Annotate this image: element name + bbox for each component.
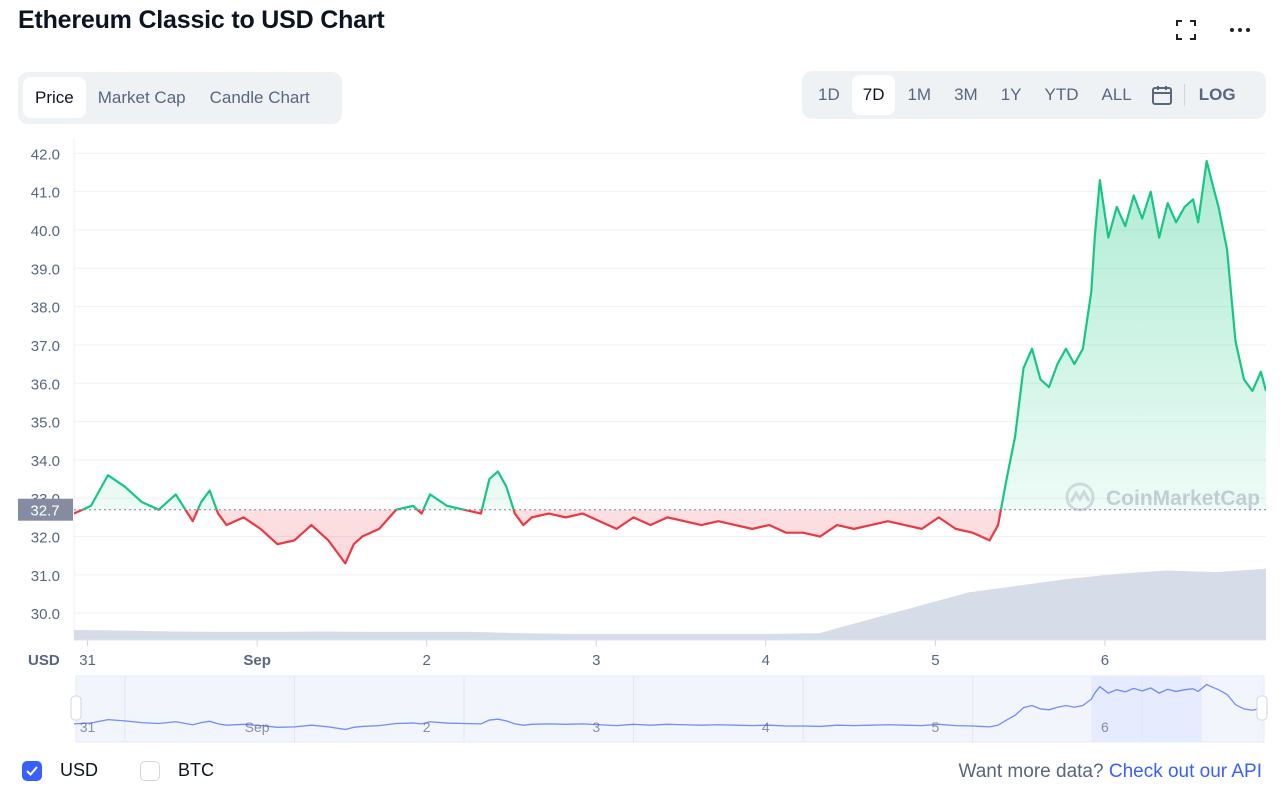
navigator-tick-label: 2 <box>423 719 431 735</box>
price-line-down <box>74 509 1003 565</box>
y-tick-label: 30.0 <box>31 606 60 623</box>
x-tick-label: 6 <box>1101 652 1109 669</box>
range-1m[interactable]: 1M <box>907 85 932 104</box>
navigator-tick-label: 6 <box>1101 719 1109 735</box>
navigator-handle-left[interactable] <box>70 695 82 721</box>
calendar-icon[interactable] <box>1148 75 1176 115</box>
navigator-bg <box>75 675 1265 743</box>
api-link[interactable]: Check out our API <box>1108 761 1262 782</box>
btc-label: BTC <box>178 760 214 780</box>
y-tick-label: 39.0 <box>31 261 60 278</box>
y-tick-label: 42.0 <box>31 146 60 163</box>
y-tick-label: 36.0 <box>31 376 60 393</box>
check-icon <box>26 765 38 776</box>
watermark-text: CoinMarketCap <box>1106 487 1260 510</box>
navigator-handle-right[interactable] <box>1256 695 1268 721</box>
range-7d[interactable]: 7D <box>851 75 896 115</box>
currency-label: USD <box>28 652 60 669</box>
y-tick-label: 35.0 <box>31 415 60 432</box>
navigator-line <box>73 683 1267 731</box>
range-1y[interactable]: 1Y <box>1000 85 1022 104</box>
y-tick-label: 34.0 <box>31 453 60 470</box>
more-data-label: Want more data? <box>958 761 1104 782</box>
baseline-label: 32.7 <box>30 503 59 520</box>
navigator-highlight <box>1091 676 1202 742</box>
tab-price[interactable]: Price <box>23 77 86 118</box>
y-tick-label: 38.0 <box>31 300 60 317</box>
navigator-tick-label: 5 <box>931 719 939 735</box>
log-scale-toggle[interactable]: LOG <box>1198 85 1236 104</box>
range-1d[interactable]: 1D <box>818 85 840 104</box>
x-tick-label: 2 <box>423 652 431 669</box>
volume-area <box>74 568 1266 640</box>
navigator-tick-label: Sep <box>245 719 270 735</box>
y-tick-label: 37.0 <box>31 338 60 355</box>
x-tick-label: 3 <box>592 652 600 669</box>
range-all[interactable]: ALL <box>1101 85 1132 104</box>
y-tick-label: 40.0 <box>31 223 60 240</box>
range-ytd[interactable]: YTD <box>1044 85 1079 104</box>
legend-usd[interactable]: USD <box>22 760 98 781</box>
price-area-up <box>82 160 1266 510</box>
x-tick-label: 4 <box>762 652 770 669</box>
navigator-tick-label: 4 <box>762 719 770 735</box>
time-range-selector: 1D 7D 1M 3M 1Y YTD ALL LOG <box>802 71 1266 119</box>
x-tick-label: Sep <box>243 652 271 669</box>
baseline-badge <box>18 498 73 521</box>
price-area-down <box>74 509 1266 564</box>
btc-checkbox[interactable] <box>140 760 160 781</box>
divider <box>1183 84 1185 106</box>
y-tick-label: 32.0 <box>31 530 60 547</box>
range-3m[interactable]: 3M <box>954 85 978 104</box>
legend-btc[interactable]: BTC <box>140 760 214 781</box>
x-tick-label: 31 <box>79 652 96 669</box>
price-chart: 42.041.040.039.038.037.036.035.034.033.0… <box>18 138 1268 743</box>
more-data-text: Want more data? Check out our API <box>959 761 1262 783</box>
usd-checkbox[interactable] <box>22 760 42 781</box>
x-tick-label: 5 <box>931 652 939 669</box>
coinmarketcap-logo-icon <box>1065 482 1095 512</box>
price-line-up <box>79 159 1266 510</box>
chart-type-tabs: Price Market Cap Candle Chart <box>18 72 342 124</box>
y-tick-label: 31.0 <box>31 568 60 585</box>
tab-market-cap[interactable]: Market Cap <box>97 88 186 107</box>
navigator-tick-label: 31 <box>80 719 96 735</box>
usd-label: USD <box>60 760 99 780</box>
y-tick-label: 41.0 <box>31 185 60 202</box>
tab-candle-chart[interactable]: Candle Chart <box>209 88 310 107</box>
fullscreen-icon[interactable] <box>1174 18 1200 42</box>
navigator-tick-label: 3 <box>592 719 600 735</box>
more-horizontal-icon[interactable] <box>1228 18 1254 42</box>
page-title: Ethereum Classic to USD Chart <box>18 6 385 34</box>
